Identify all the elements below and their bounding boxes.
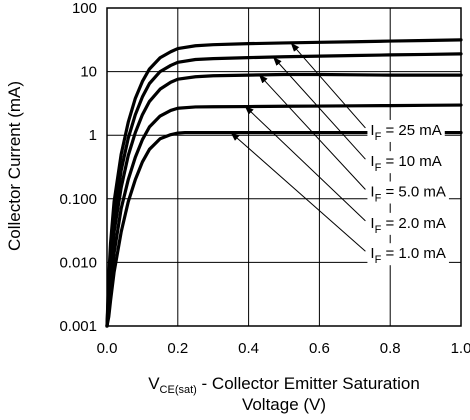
- series-label: IF = 25 mA: [370, 122, 441, 143]
- series-label-subscript: F: [375, 254, 382, 266]
- x-axis-title: VCE(sat) - Collector Emitter Saturation: [148, 374, 420, 396]
- x-axis-title-subscript: CE(sat): [160, 384, 197, 396]
- x-axis-title-main: V: [148, 374, 160, 393]
- series-label: IF = 1.0 mA: [370, 245, 446, 266]
- series-label-background: [367, 243, 449, 266]
- series-label-subscript: F: [375, 224, 382, 236]
- x-axis-title-rest: - Collector Emitter Saturation: [197, 374, 420, 393]
- series-label-subscript: F: [375, 131, 382, 143]
- x-tick-label: 0.6: [309, 340, 330, 357]
- y-tick-label: 0.010: [59, 254, 97, 271]
- y-tick-label: 100: [72, 0, 97, 17]
- series-label-background: [367, 119, 445, 142]
- series-label-rest: = 25 mA: [381, 122, 441, 139]
- series-label: IF = 5.0 mA: [370, 184, 446, 205]
- series-label-rest: = 5.0 mA: [381, 184, 446, 201]
- series-label-rest: = 2.0 mA: [381, 215, 446, 232]
- series-line: [105, 72, 463, 328]
- series-label-main: I: [370, 153, 374, 170]
- plot-frame: [106, 7, 462, 327]
- x-tick-label: 1.0: [451, 340, 470, 357]
- series-label-subscript: F: [375, 193, 382, 205]
- tick-labels: 0.0 0.2 0.4 0.6 0.8 1.0 0.001 0.010 0.100 1 10 100: [59, 0, 470, 357]
- series-label-main: I: [370, 122, 374, 139]
- x-tick-label: 0.2: [167, 340, 188, 357]
- series-label-rest: = 1.0 mA: [381, 245, 446, 262]
- series-label-background: [367, 151, 445, 174]
- annotation-arrows: [230, 42, 366, 252]
- series-label: IF = 10 mA: [370, 153, 441, 174]
- series-label-main: I: [370, 215, 374, 232]
- x-tick-label: 0.0: [97, 340, 118, 357]
- annotation-arrow: [273, 56, 366, 160]
- x-tick-label: 0.8: [380, 340, 401, 357]
- x-tick-label: 0.4: [238, 340, 259, 357]
- y-tick-label: 0.001: [59, 318, 97, 335]
- series-label: IF = 2.0 mA: [370, 215, 446, 236]
- series-label-background: [367, 212, 449, 235]
- annotation-arrow: [230, 132, 366, 252]
- series-label-main: I: [370, 184, 374, 201]
- series-lines: [105, 38, 463, 328]
- y-tick-label: 0.100: [59, 191, 97, 208]
- series-label-subscript: F: [375, 162, 382, 174]
- series-label-main: I: [370, 245, 374, 262]
- annotation-arrow: [258, 74, 366, 190]
- y-axis-title: Collector Current (mA): [5, 81, 24, 251]
- series-label-background: [367, 181, 449, 204]
- series-line: [105, 130, 463, 328]
- y-tick-label: 1: [89, 127, 97, 144]
- series-line: [105, 103, 463, 328]
- series-line: [105, 52, 463, 328]
- x-axis-title-line2: Voltage (V): [242, 395, 326, 414]
- y-tick-label: 10: [80, 64, 97, 81]
- annotation-arrow: [244, 105, 366, 222]
- annotation-arrow: [290, 42, 366, 129]
- series-line: [105, 38, 463, 328]
- series-label-rest: = 10 mA: [381, 153, 441, 170]
